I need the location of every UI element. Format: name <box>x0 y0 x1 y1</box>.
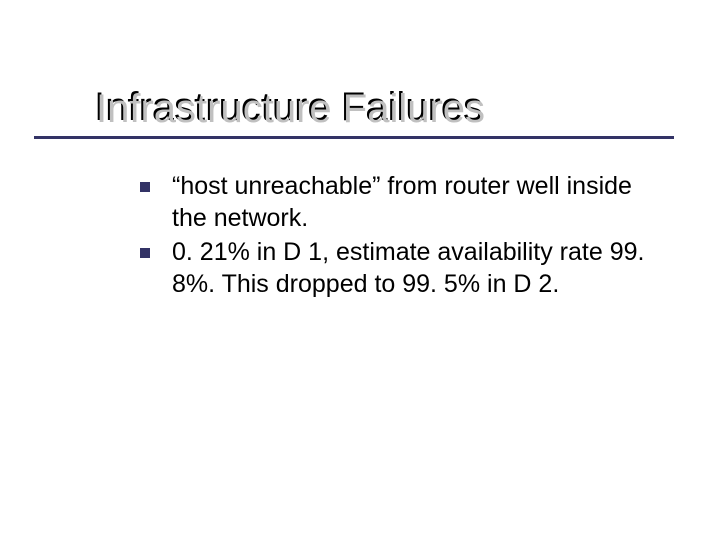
slide-title-region: Infrastructure Failures Infrastructure F… <box>94 85 680 135</box>
slide-title-shadow: Infrastructure Failures <box>96 87 485 131</box>
slide: Infrastructure Failures Infrastructure F… <box>0 0 720 540</box>
square-bullet-icon <box>140 248 150 258</box>
slide-body: “host unreachable” from router well insi… <box>140 170 660 302</box>
bullet-text: 0. 21% in D 1, estimate availability rat… <box>172 236 660 300</box>
title-underline <box>34 136 674 139</box>
slide-title-stack: Infrastructure Failures Infrastructure F… <box>94 85 680 129</box>
list-item: 0. 21% in D 1, estimate availability rat… <box>140 236 660 300</box>
list-item: “host unreachable” from router well insi… <box>140 170 660 234</box>
square-bullet-icon <box>140 182 150 192</box>
bullet-text: “host unreachable” from router well insi… <box>172 170 660 234</box>
